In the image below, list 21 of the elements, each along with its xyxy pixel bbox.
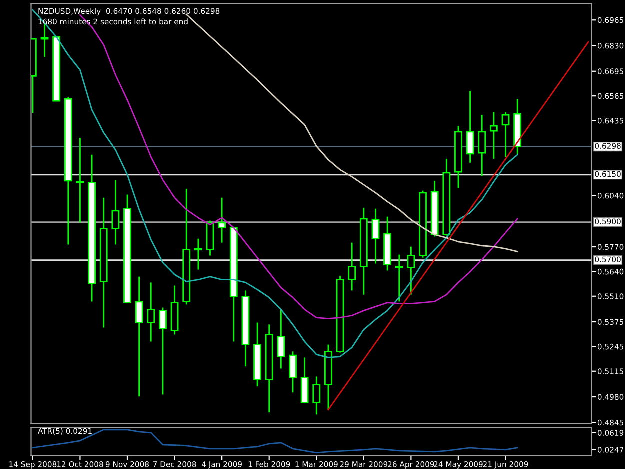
- candlestick: [76, 137, 84, 224]
- candlestick: [490, 111, 498, 160]
- candlestick: [147, 282, 156, 342]
- candlestick: [478, 114, 486, 177]
- line-series: [32, 429, 518, 454]
- candlestick: [112, 179, 120, 246]
- candlestick: [135, 276, 144, 398]
- candlestick: [218, 197, 226, 244]
- candlestick: [407, 246, 416, 296]
- candlestick: [277, 308, 286, 370]
- candlestick: [159, 307, 167, 396]
- candlestick: [502, 111, 510, 158]
- candlestick: [289, 350, 297, 394]
- candlestick: [372, 208, 380, 264]
- candlestick: [40, 23, 49, 58]
- candlestick: [348, 242, 356, 292]
- candlestick: [194, 238, 202, 270]
- candlestick: [466, 90, 474, 164]
- line-series: [32, 9, 518, 358]
- candlestick: [395, 254, 404, 302]
- candlestick: [312, 376, 321, 416]
